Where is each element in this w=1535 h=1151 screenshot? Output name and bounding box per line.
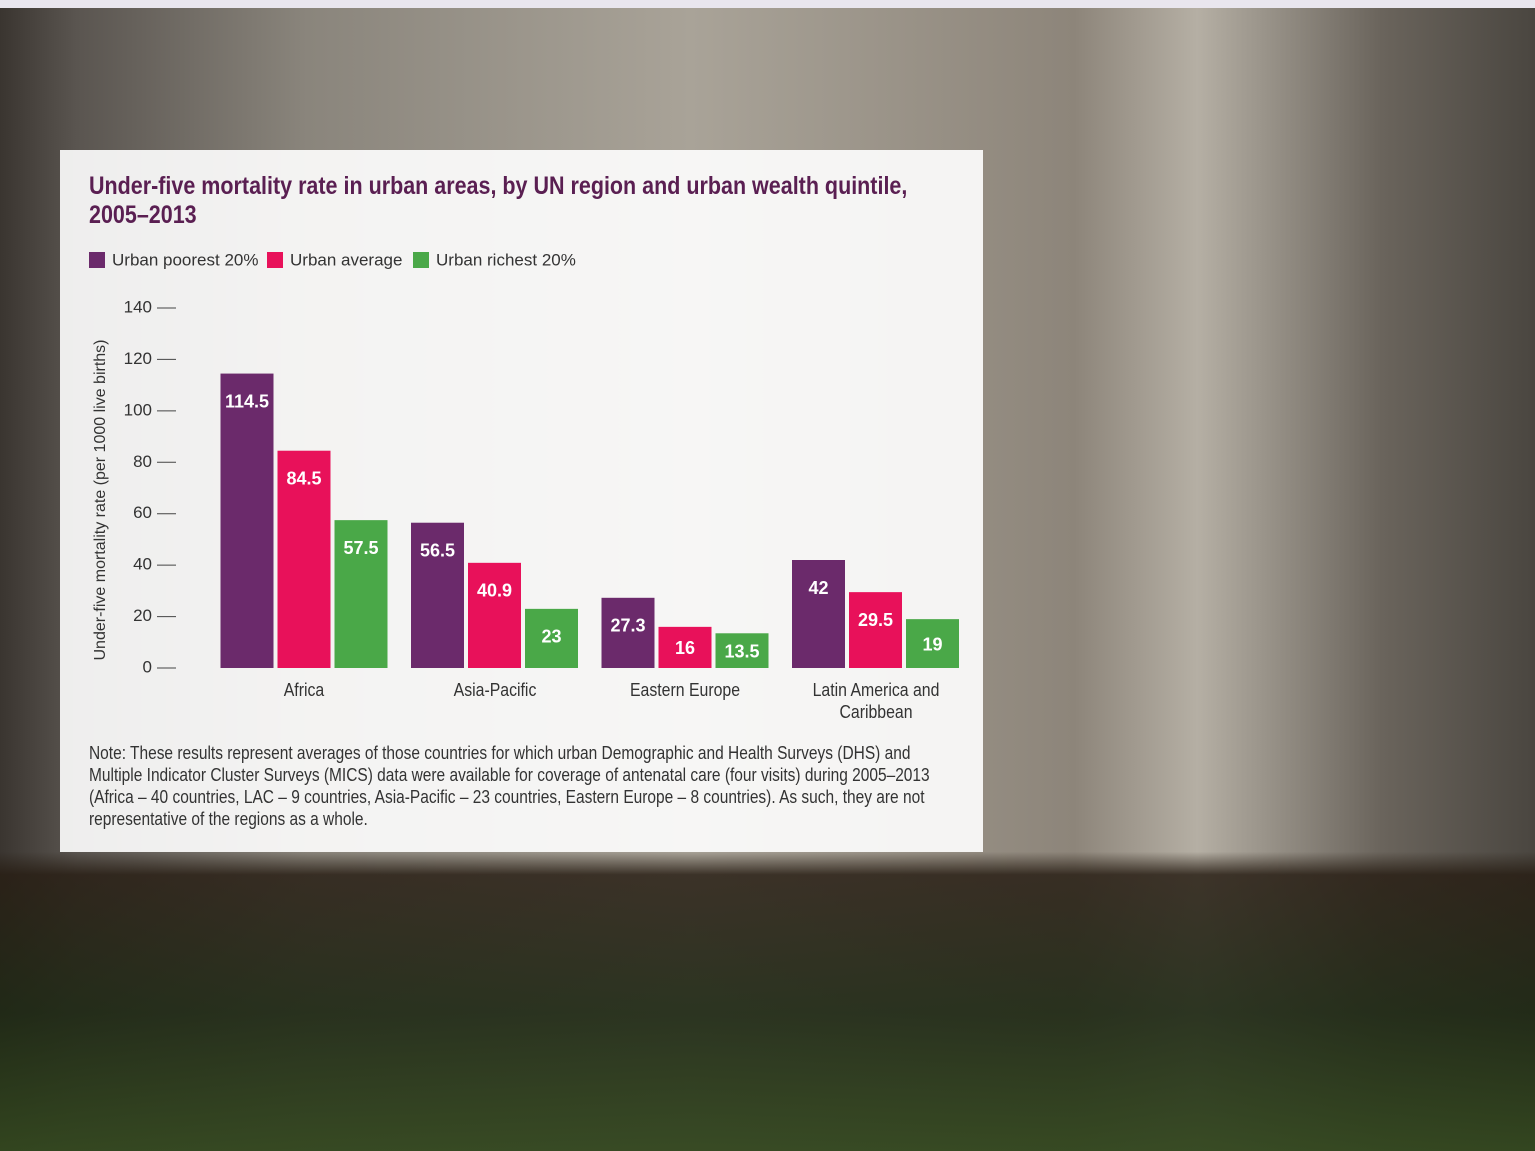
y-tick-label: 40	[133, 555, 152, 574]
bar	[658, 626, 712, 668]
chart-panel	[60, 150, 983, 852]
y-axis-label: Under-five mortality rate (per 1000 live…	[92, 339, 109, 660]
value-label: 27.3	[610, 616, 645, 636]
bar	[792, 560, 845, 668]
legend-swatch	[413, 252, 429, 268]
value-label: 13.5	[724, 641, 759, 661]
x-tick-label: Latin America and Caribbean	[812, 680, 939, 722]
value-label: 56.5	[420, 540, 455, 560]
legend-label: Urban richest 20%	[436, 250, 576, 269]
x-tick-label: Africa	[283, 680, 325, 700]
y-tick-label: 20	[133, 606, 152, 625]
bar	[334, 520, 388, 668]
chart-title: Under-five mortality rate in urban areas…	[89, 172, 908, 229]
x-tick-label: Asia-Pacific	[453, 680, 536, 700]
bar	[277, 450, 331, 668]
x-tick-label: Eastern Europe	[629, 680, 741, 700]
bar	[411, 522, 464, 668]
value-label: 29.5	[858, 610, 893, 630]
legend-swatch	[89, 252, 105, 268]
bar	[715, 633, 769, 668]
bar	[525, 608, 578, 668]
chart-note: Note: These results represent averages o…	[89, 743, 930, 829]
value-label: 40.9	[477, 581, 512, 601]
bar	[906, 619, 959, 668]
value-label: 16	[675, 638, 695, 658]
y-tick-label: 60	[133, 503, 152, 522]
bar	[220, 373, 274, 668]
value-label: 42	[808, 578, 828, 598]
legend-label: Urban average	[290, 250, 402, 269]
legend-label: Urban poorest 20%	[112, 250, 258, 269]
legend-swatch	[267, 252, 283, 268]
y-tick-label: 0	[143, 657, 152, 676]
value-label: 23	[541, 627, 561, 647]
value-label: 84.5	[286, 468, 321, 488]
y-tick-label: 100	[124, 400, 152, 419]
y-tick-label: 140	[124, 297, 152, 316]
bar	[849, 592, 902, 668]
value-label: 114.5	[225, 391, 269, 411]
bar	[601, 597, 655, 668]
value-label: 57.5	[343, 538, 378, 558]
bar	[468, 562, 521, 668]
y-tick-label: 120	[124, 349, 152, 368]
y-tick-label: 80	[133, 452, 152, 471]
value-label: 19	[922, 634, 942, 654]
